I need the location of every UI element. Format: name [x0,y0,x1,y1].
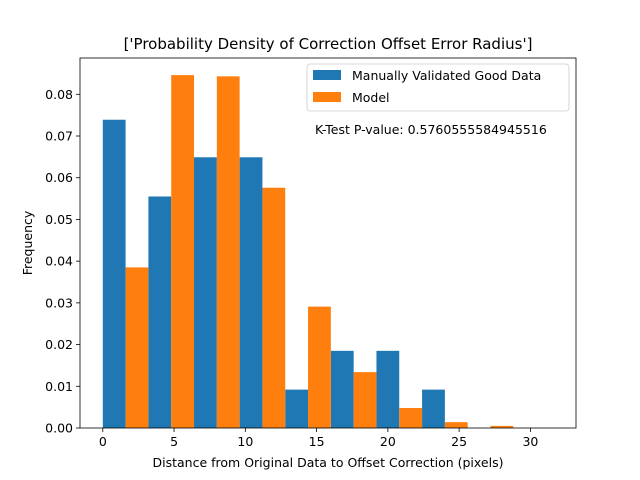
x-tick-label: 25 [451,434,467,449]
y-tick-label: 0.02 [45,337,73,352]
bar-series0-bin7 [422,389,445,428]
bar-series0-bin4 [285,389,309,428]
bar-series1-bin6 [399,407,423,428]
bar-series1-bin0 [125,267,149,428]
bar-series1-bin8 [490,425,514,428]
legend-label-manually-validated: Manually Validated Good Data [352,68,541,83]
y-tick-label: 0.08 [45,87,73,102]
x-tick-label: 20 [380,434,396,449]
bar-series0-bin3 [239,157,263,428]
bar-series0-bin2 [194,157,217,428]
legend-swatch-manually-validated [313,70,341,80]
bar-series0-bin1 [148,196,172,428]
y-tick-label: 0.01 [45,379,73,394]
y-tick-label: 0.03 [45,295,73,310]
x-tick-label: 15 [309,434,325,449]
legend-box [306,63,570,112]
bar-series1-bin7 [444,422,468,428]
bar-series1-bin1 [171,75,195,428]
bar-series1-bin5 [353,372,377,428]
y-axis-label: Frequency [20,210,35,275]
bar-series1-bin2 [216,76,240,428]
x-tick-label: 10 [237,434,253,449]
bar-series0-bin5 [330,350,354,428]
x-axis-label: Distance from Original Data to Offset Co… [153,455,504,470]
y-tick-label: 0.07 [45,129,73,144]
legend-swatch-model [313,92,341,102]
legend-label-model: Model [352,90,390,105]
x-tick-label: 0 [99,434,107,449]
chart-title: ['Probability Density of Correction Offs… [124,35,533,53]
legend: Manually Validated Good Data Model [306,63,570,112]
x-tick-label: 5 [170,434,178,449]
x-axis-ticks: 0 5 10 15 20 25 30 [99,428,538,449]
y-tick-label: 0.05 [45,212,73,227]
k-test-annotation: K-Test P-value: 0.5760555584945516 [315,122,547,137]
y-tick-label: 0.00 [45,421,73,436]
bar-series0-bin0 [102,119,126,429]
y-tick-label: 0.04 [45,254,73,269]
bars-group [102,75,514,429]
y-axis-ticks: 0.00 0.01 0.02 0.03 0.04 0.05 0.06 0.07 0.08 [45,87,80,436]
plot-frame [79,57,577,429]
y-tick-label: 0.06 [45,170,73,185]
bar-series1-bin4 [308,306,331,428]
bar-series0-bin6 [376,350,400,428]
x-tick-label: 30 [522,434,538,449]
bar-series1-bin3 [262,187,286,428]
